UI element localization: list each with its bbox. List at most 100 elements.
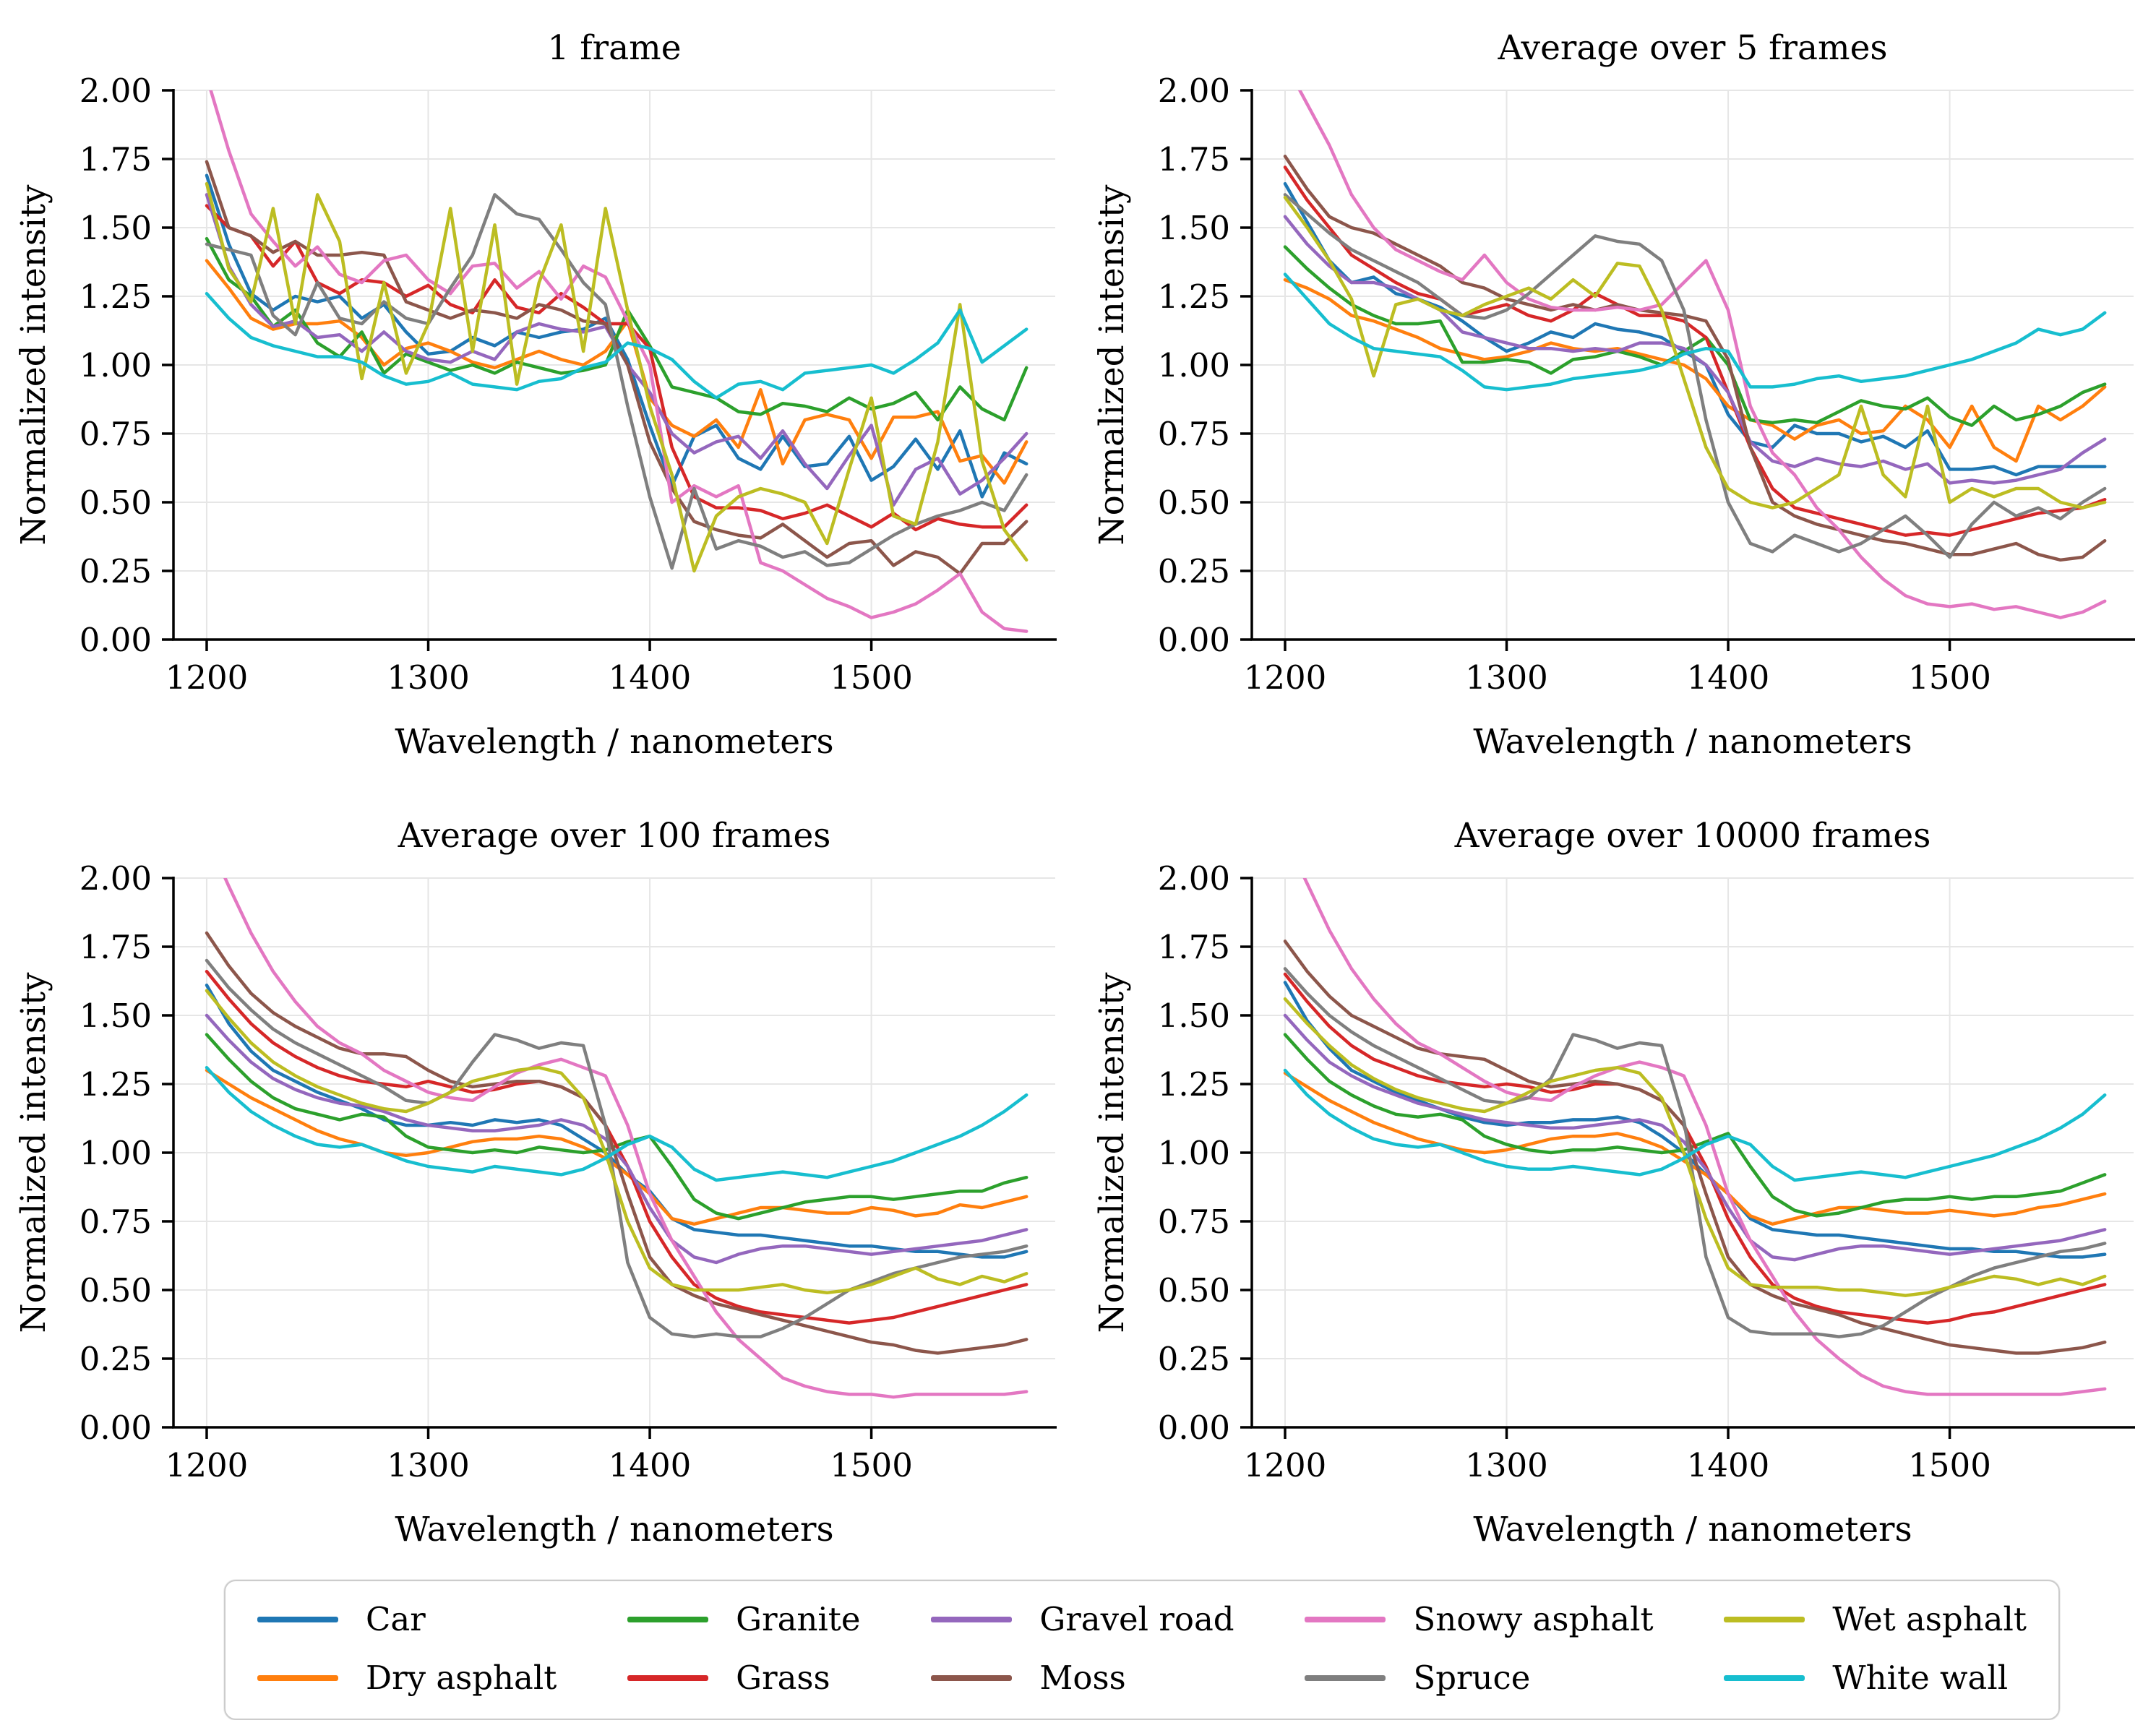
series-lines bbox=[1283, 878, 2107, 1396]
series-grass bbox=[1283, 972, 2107, 1325]
y-tick-label: 1.00 bbox=[80, 346, 152, 384]
x-tick-label: 1400 bbox=[609, 658, 692, 697]
y-tick-label: 0.25 bbox=[1158, 1340, 1230, 1378]
legend-label: Moss bbox=[1039, 1659, 1126, 1697]
x-tick-label: 1400 bbox=[609, 1446, 692, 1484]
series-snowy-asphalt bbox=[209, 90, 1028, 633]
chart-average-100-frames: 1200 1300 1400 1500 0.00 0.25 0.50 0.75 1.00 1.25… bbox=[0, 788, 1078, 1575]
legend: Car Dry asphalt Granite Grass Gravel road Mos… bbox=[224, 1580, 2060, 1720]
x-axis-label: Wavelength / nanometers bbox=[395, 1510, 833, 1549]
x-tick-label: 1500 bbox=[830, 658, 913, 697]
y-axis-label: Normalized intensity bbox=[1092, 184, 1132, 545]
legend-item-moss: Moss bbox=[931, 1659, 1234, 1697]
chart-1-frame: 1200 1300 1400 1500 0.00 0.25 0.50 0.75 1.00 1.25… bbox=[0, 0, 1078, 788]
y-tick-label: 0.00 bbox=[1158, 621, 1230, 659]
y-tick-label: 1.25 bbox=[1158, 1065, 1230, 1104]
tick-labels: 1200 1300 1400 1500 0.00 0.25 0.50 0.75 1.00 1.25… bbox=[80, 859, 913, 1484]
y-tick-label: 0.00 bbox=[1158, 1409, 1230, 1447]
series-snowy-asphalt bbox=[1302, 878, 2107, 1396]
legend-label: Grass bbox=[736, 1659, 830, 1697]
legend-line-swatch bbox=[1305, 1616, 1386, 1622]
y-tick-label: 1.25 bbox=[1158, 278, 1230, 316]
axes-spines bbox=[1240, 877, 2135, 1439]
grid bbox=[1252, 90, 2134, 640]
y-tick-label: 1.50 bbox=[1158, 997, 1230, 1035]
series-dry-asphalt bbox=[205, 259, 1028, 485]
legend-item-snowy-asphalt: Snowy asphalt bbox=[1305, 1600, 1654, 1638]
y-tick-label: 1.00 bbox=[1158, 346, 1230, 384]
chart-title: Average over 100 frames bbox=[398, 816, 831, 856]
series-spruce bbox=[205, 193, 1028, 570]
legend-label: Spruce bbox=[1413, 1659, 1531, 1697]
tick-labels: 1200 1300 1400 1500 0.00 0.25 0.50 0.75 1.00 1.25… bbox=[1158, 72, 1991, 697]
x-tick-label: 1200 bbox=[166, 658, 249, 697]
series-lines bbox=[205, 878, 1028, 1399]
legend-label: Wet asphalt bbox=[1832, 1600, 2027, 1638]
chart-average-10000-frames-canvas: 1200 1300 1400 1500 0.00 0.25 0.50 0.75 1.00 1.25… bbox=[1092, 816, 2135, 1549]
legend-line-swatch bbox=[257, 1616, 338, 1622]
y-tick-label: 0.25 bbox=[80, 1340, 152, 1378]
y-tick-label: 0.50 bbox=[80, 483, 152, 522]
series-white-wall bbox=[1283, 272, 2107, 392]
legend-item-dry-asphalt: Dry asphalt bbox=[257, 1659, 557, 1697]
series-wet-asphalt bbox=[205, 989, 1028, 1295]
series-snowy-asphalt bbox=[223, 878, 1028, 1399]
y-tick-label: 0.75 bbox=[80, 1203, 152, 1241]
legend-item-spruce: Spruce bbox=[1305, 1659, 1653, 1697]
series-grass bbox=[205, 204, 1028, 532]
x-tick-label: 1500 bbox=[1908, 658, 1991, 697]
x-tick-label: 1300 bbox=[1465, 658, 1548, 697]
x-tick-label: 1300 bbox=[387, 1446, 470, 1484]
series-granite bbox=[205, 236, 1028, 422]
tick-labels: 1200 1300 1400 1500 0.00 0.25 0.50 0.75 1.00 1.25… bbox=[1158, 859, 1991, 1484]
y-tick-label: 2.00 bbox=[80, 72, 152, 110]
x-tick-label: 1400 bbox=[1687, 1446, 1770, 1484]
x-tick-label: 1200 bbox=[1244, 658, 1327, 697]
legend-line-swatch bbox=[931, 1674, 1013, 1681]
series-gravel-road bbox=[1283, 1013, 2107, 1262]
series-dry-asphalt bbox=[1283, 1071, 2107, 1226]
x-tick-label: 1200 bbox=[1244, 1446, 1327, 1484]
axes-spines bbox=[162, 877, 1057, 1439]
legend-label: White wall bbox=[1832, 1659, 2009, 1697]
series-moss bbox=[1283, 939, 2107, 1355]
chart-title: 1 frame bbox=[547, 28, 681, 68]
chart-1-frame-canvas: 1200 1300 1400 1500 0.00 0.25 0.50 0.75 1.00 1.25… bbox=[14, 28, 1057, 762]
series-moss bbox=[1283, 154, 2107, 562]
y-axis-label: Normalized intensity bbox=[14, 184, 53, 545]
legend-line-swatch bbox=[1724, 1616, 1805, 1622]
x-axis-label: Wavelength / nanometers bbox=[1473, 1510, 1912, 1549]
legend-line-swatch bbox=[1305, 1674, 1386, 1681]
legend-line-swatch bbox=[1724, 1674, 1805, 1681]
y-tick-label: 1.25 bbox=[80, 278, 152, 316]
x-tick-label: 1400 bbox=[1687, 658, 1770, 697]
series-spruce bbox=[1283, 193, 2107, 559]
y-tick-label: 0.25 bbox=[80, 552, 152, 590]
y-tick-label: 0.75 bbox=[1158, 1203, 1230, 1241]
tick-labels: 1200 1300 1400 1500 0.00 0.25 0.50 0.75 1.00 1.25… bbox=[80, 72, 913, 697]
y-axis-label: Normalized intensity bbox=[14, 972, 53, 1333]
series-wet-asphalt bbox=[205, 181, 1028, 573]
y-tick-label: 0.00 bbox=[80, 621, 152, 659]
chart-average-5-frames-canvas: 1200 1300 1400 1500 0.00 0.25 0.50 0.75 1.00 1.25… bbox=[1092, 28, 2135, 762]
series-white-wall bbox=[205, 1065, 1028, 1182]
y-tick-label: 0.50 bbox=[1158, 483, 1230, 522]
y-tick-label: 1.75 bbox=[80, 140, 152, 179]
chart-title: Average over 10000 frames bbox=[1454, 816, 1931, 856]
series-spruce bbox=[205, 958, 1028, 1338]
legend-item-gravel-road: Gravel road bbox=[931, 1600, 1234, 1638]
series-wet-asphalt bbox=[1283, 997, 2107, 1297]
x-axis-label: Wavelength / nanometers bbox=[1473, 722, 1912, 762]
chart-average-5-frames: 1200 1300 1400 1500 0.00 0.25 0.50 0.75 1.00 1.25… bbox=[1078, 0, 2156, 788]
series-car bbox=[205, 983, 1028, 1259]
chart-average-100-frames-canvas: 1200 1300 1400 1500 0.00 0.25 0.50 0.75 1.00 1.25… bbox=[14, 816, 1057, 1549]
y-tick-label: 2.00 bbox=[80, 859, 152, 898]
y-tick-label: 1.50 bbox=[1158, 209, 1230, 247]
series-dry-asphalt bbox=[205, 1068, 1028, 1226]
y-tick-label: 1.00 bbox=[80, 1134, 152, 1172]
legend-label: Car bbox=[366, 1600, 426, 1638]
grid bbox=[173, 90, 1055, 640]
y-tick-label: 0.50 bbox=[80, 1271, 152, 1310]
legend-item-granite: Granite bbox=[627, 1600, 861, 1638]
